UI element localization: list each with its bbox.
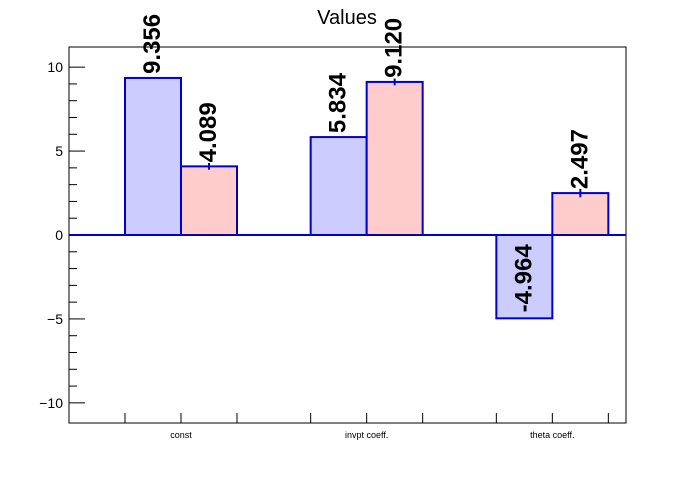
- bar: [551, 192, 610, 237]
- data-label: 5.834: [325, 72, 352, 133]
- data-label: 9.120: [381, 18, 408, 78]
- bar: [309, 136, 368, 236]
- data-label: -4.964: [510, 244, 537, 313]
- chart-title: Values: [317, 7, 377, 29]
- bars: [124, 76, 610, 320]
- category-label: invpt coeff.: [345, 430, 388, 440]
- data-label: 9.356: [139, 14, 166, 74]
- bar: [180, 165, 238, 237]
- bar: [365, 80, 424, 236]
- data-label: 2.497: [566, 129, 593, 189]
- data-label: 4.089: [195, 102, 222, 162]
- data-labels: 9.356 5.834 -4.964 4.089 9.120 2.497: [139, 14, 593, 312]
- error-bars: [208, 78, 582, 198]
- y-tick-label: −5: [47, 311, 63, 327]
- x-axis-ticks: [124, 413, 609, 423]
- bar: [124, 76, 182, 237]
- y-axis-ticks: −10 −5 0 5 10: [39, 59, 85, 411]
- y-tick-label: 0: [55, 227, 63, 243]
- y-tick-label: −10: [39, 395, 63, 411]
- y-tick-label: 10: [47, 59, 63, 75]
- category-label: theta coeff.: [530, 430, 574, 440]
- y-tick-label: 5: [55, 143, 63, 159]
- category-label: const: [170, 430, 192, 440]
- category-labels: const invpt coeff. theta coeff.: [170, 430, 574, 440]
